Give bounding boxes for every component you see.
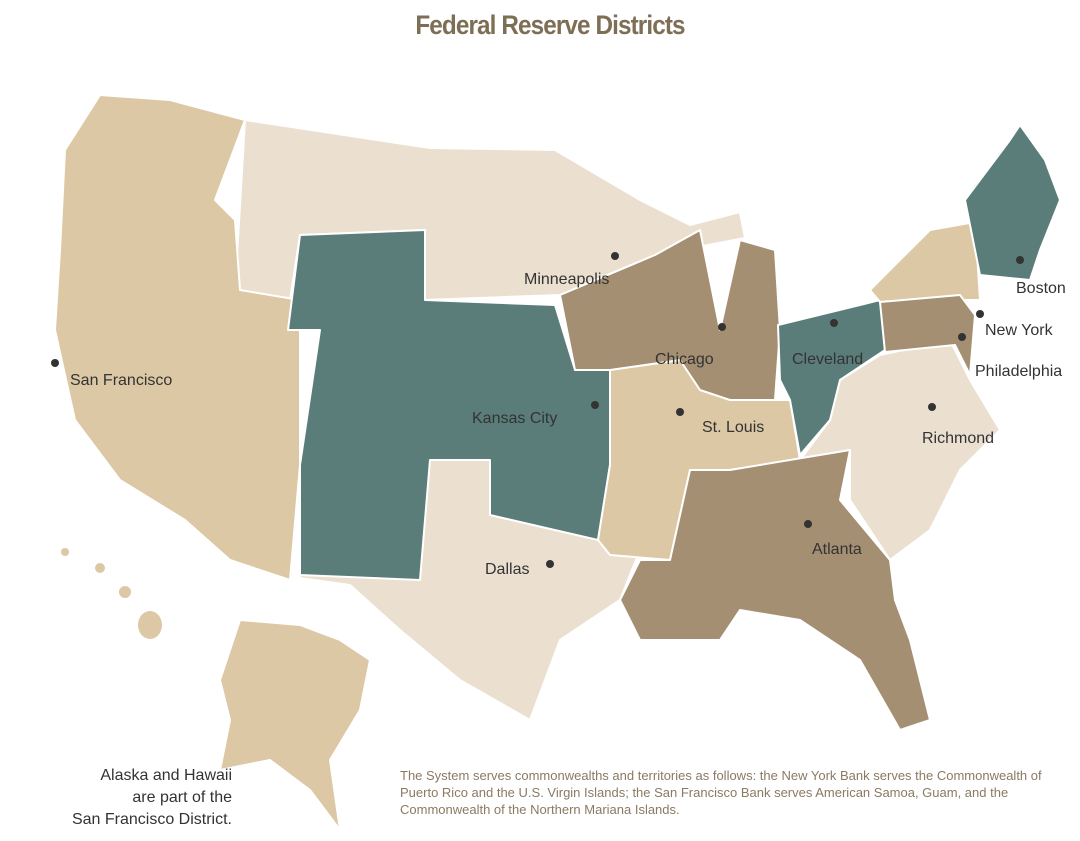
city-dot-atlanta [804,520,812,528]
city-dot-san-francisco [51,359,59,367]
territories-note: The System serves commonwealths and terr… [400,768,1042,817]
city-label-st-louis: St. Louis [702,419,764,436]
district-new-york [869,221,981,303]
district-cleveland [777,299,886,456]
note-line: are part of the [132,789,232,806]
map-title: Federal Reserve Districts [415,10,685,40]
district-chicago [559,229,781,401]
district-boston [964,124,1061,281]
note-line: Alaska and Hawaii [100,767,232,784]
alaska [219,619,371,831]
city-label-atlanta: Atlanta [812,541,862,558]
district-philadelphia [879,294,976,376]
city-label-dallas: Dallas [485,561,529,578]
city-dot-chicago [718,323,726,331]
city-label-chicago: Chicago [655,351,714,368]
district-kansas-city [287,229,611,581]
city-label-richmond: Richmond [922,430,994,447]
alaska-hawaii-note: Alaska and Hawaii are part of the San Fr… [40,765,232,831]
city-label-san-francisco: San Francisco [70,372,172,389]
city-label-cleveland: Cleveland [792,351,863,368]
city-label-boston: Boston [1016,280,1066,297]
city-dot-new-york [976,310,984,318]
city-dot-dallas [546,560,554,568]
city-dot-philadelphia [958,333,966,341]
city-label-philadelphia: Philadelphia [975,363,1062,380]
city-dot-kansas-city [591,401,599,409]
city-label-minneapolis: Minneapolis [524,271,609,288]
district-san-francisco [54,94,301,581]
district-atlanta [619,449,931,731]
city-label-kansas-city: Kansas City [472,410,557,427]
city-markers [51,252,1024,568]
city-dot-st-louis [676,408,684,416]
city-dot-cleveland [830,319,838,327]
city-dot-boston [1016,256,1024,264]
hawaii [61,548,162,639]
note-line: San Francisco District. [71,811,232,828]
city-dot-minneapolis [611,252,619,260]
city-label-new-york: New York [985,322,1054,339]
city-dot-richmond [928,403,936,411]
